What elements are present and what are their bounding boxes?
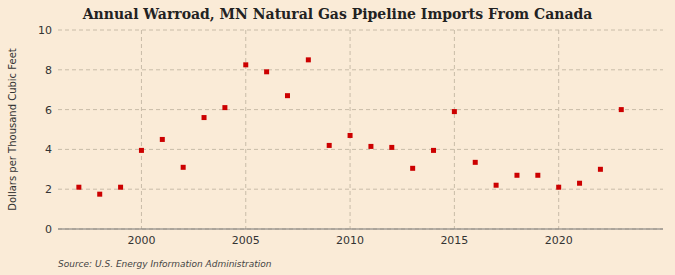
y-grid-line [58, 229, 663, 230]
point [410, 166, 415, 171]
x-tick-label: 2020 [545, 234, 573, 247]
x-tick-label: 2005 [232, 234, 260, 247]
y-tick-label: 10 [38, 24, 52, 37]
point [118, 185, 123, 190]
x-grid-line [558, 30, 559, 229]
point [619, 107, 624, 112]
point [160, 137, 165, 142]
y-grid-line [58, 30, 663, 31]
point [181, 165, 186, 170]
point [327, 143, 332, 148]
point [368, 144, 373, 149]
y-grid-line [58, 189, 663, 190]
chart-container: Annual Warroad, MN Natural Gas Pipeline … [0, 0, 675, 275]
y-tick-label: 8 [45, 64, 52, 77]
annotation: Source: U.S. Energy Information Administ… [58, 259, 272, 269]
y-grid-line [58, 69, 663, 70]
chart-svg: Annual Warroad, MN Natural Gas Pipeline … [0, 0, 675, 275]
point [598, 167, 603, 172]
point [285, 93, 290, 98]
y-tick-label: 6 [45, 104, 52, 117]
point [306, 57, 311, 62]
point [97, 192, 102, 197]
points [76, 57, 623, 196]
title: Annual Warroad, MN Natural Gas Pipeline … [82, 6, 593, 22]
y-grid-line [58, 109, 663, 110]
point [264, 69, 269, 74]
point [139, 148, 144, 153]
point [243, 62, 248, 67]
x-tick-label: 2015 [440, 234, 468, 247]
y-tick-label: 2 [45, 183, 52, 196]
point [556, 185, 561, 190]
y-axis-label: Dollars per Thousand Cubic Feet [7, 48, 18, 211]
point [202, 115, 207, 120]
x-tick-label: 2010 [336, 234, 364, 247]
point [473, 160, 478, 165]
y-grid-line [58, 149, 663, 150]
x-tick-label: 2000 [127, 234, 155, 247]
x-grid-line [454, 30, 455, 229]
x-grid-line [245, 30, 246, 229]
x-grid-line [350, 30, 351, 229]
y-tick-label: 0 [45, 223, 52, 236]
point [494, 183, 499, 188]
x-axis-line [58, 229, 663, 230]
x-grid-line [141, 30, 142, 229]
point [389, 145, 394, 150]
point [222, 105, 227, 110]
y-tick-label: 4 [45, 143, 52, 156]
point [76, 185, 81, 190]
point [431, 148, 436, 153]
point [514, 173, 519, 178]
grid [58, 30, 663, 229]
point [452, 109, 457, 114]
point [535, 173, 540, 178]
point [348, 133, 353, 138]
point [577, 181, 582, 186]
